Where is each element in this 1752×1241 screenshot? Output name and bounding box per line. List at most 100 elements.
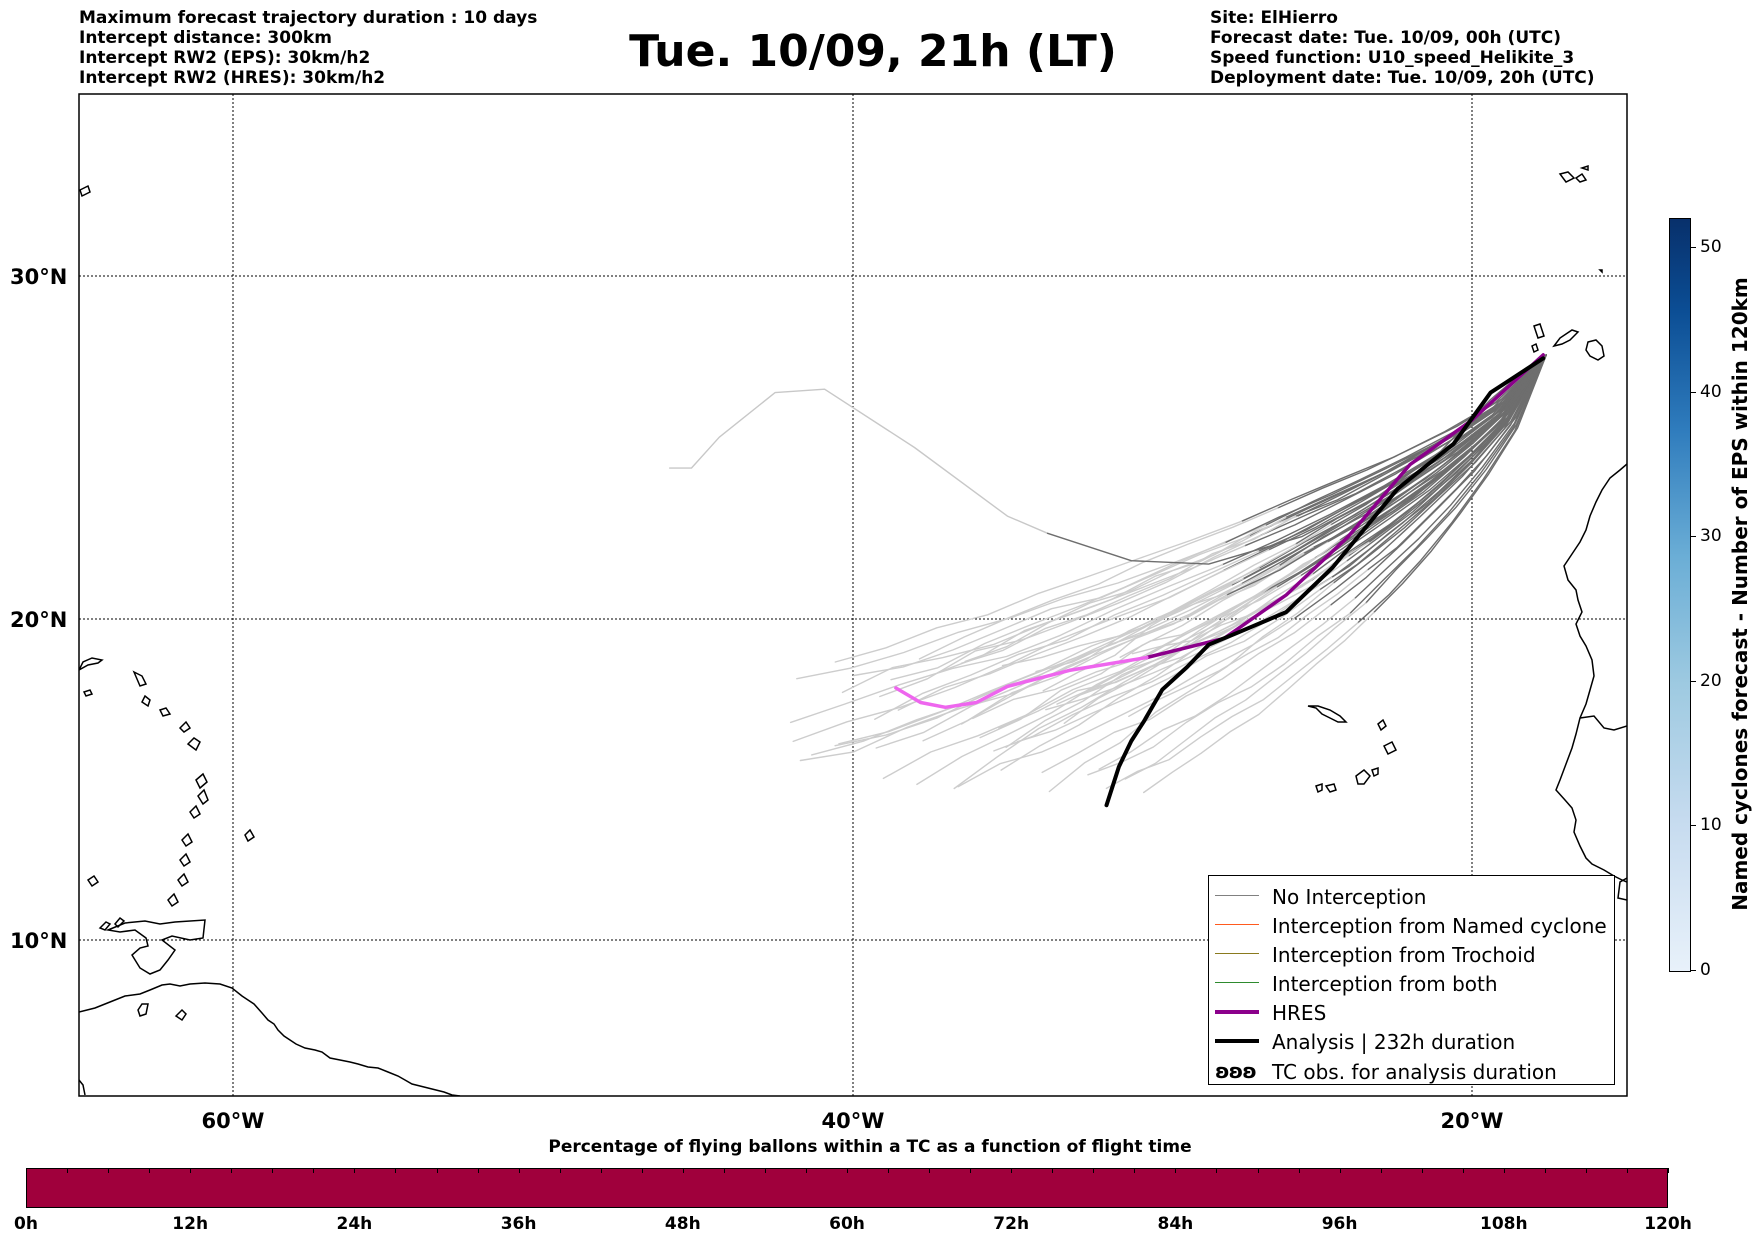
eps-member-track-early [1354, 354, 1547, 600]
flight-time-minor-tick [1134, 1168, 1136, 1173]
colorbar-tick-label: 20 [1700, 670, 1722, 691]
eps-member-track-late [1087, 612, 1351, 776]
eps-loop-track-early [1046, 354, 1544, 565]
colorbar-tick-label: 40 [1700, 381, 1722, 402]
eps-member-track-early [1330, 354, 1547, 526]
flight-time-minor-tick [764, 1168, 766, 1173]
flight-time-minor-tick [231, 1168, 233, 1173]
map-legend: No Interception Interception from Named … [1208, 875, 1615, 1085]
header-left-line: Maximum forecast trajectory duration : 1… [79, 8, 538, 28]
flight-time-minor-tick [190, 1168, 192, 1173]
eps-member-track-late [960, 515, 1297, 664]
eps-member-track-late [838, 578, 1244, 745]
legend-swatch [1215, 1039, 1259, 1043]
eps-member-track-late [1005, 557, 1316, 748]
legend-item-no-interception: No Interception [1209, 882, 1614, 911]
tc-symbol-icon: ʚʚʚ [1215, 1059, 1257, 1083]
flight-time-minor-tick [149, 1168, 151, 1173]
colorbar-tick [1690, 391, 1696, 393]
eps-member-track-late [853, 535, 1251, 677]
flight-time-minor-tick [108, 1168, 110, 1173]
flight-time-minor-tick [1011, 1168, 1013, 1173]
legend-item-both: Interception from both [1209, 969, 1614, 998]
flight-time-minor-tick [477, 1168, 479, 1173]
flight-time-minor-tick [313, 1168, 315, 1173]
flight-time-minor-tick [1503, 1168, 1505, 1173]
flight-time-minor-tick [518, 1168, 520, 1173]
eps-member-track-late [1124, 602, 1367, 780]
page-title-text: Tue. 10/09, 21h (LT) [629, 26, 1117, 77]
flight-time-minor-tick [641, 1168, 643, 1173]
flight-time-minor-tick [847, 1168, 848, 1173]
eps-member-track-late [796, 542, 1226, 680]
eps-member-track-early [1308, 354, 1547, 592]
legend-swatch [1215, 953, 1259, 954]
eps-loop-track-late [669, 388, 1049, 534]
lat-labels: 30°N 20°N 10°N [10, 265, 67, 953]
legend-label: TC obs. for analysis duration [1272, 1060, 1557, 1084]
legend-label: Analysis | 232h duration [1272, 1030, 1516, 1054]
eps-member-track-early [1221, 354, 1547, 566]
eps-member-track-late [1128, 569, 1369, 717]
flight-time-minor-tick [1216, 1168, 1218, 1173]
flight-time-tick-label: 84h [1157, 1214, 1194, 1234]
legend-label: No Interception [1272, 885, 1427, 909]
eps-member-track-late [1098, 597, 1356, 770]
legend-item-named-cyclone: Interception from Named cyclone [1209, 911, 1614, 940]
flight-time-minor-tick [888, 1168, 890, 1173]
page-title: Tue. 10/09, 21h (LT) [0, 24, 1752, 80]
colorbar-tick [1690, 680, 1696, 682]
flight-time-minor-tick [1585, 1168, 1587, 1173]
lat-label-20n: 20°N [10, 608, 67, 632]
flight-time-minor-tick [1380, 1168, 1382, 1173]
flight-time-minor-tick [1462, 1168, 1464, 1173]
colorbar-tick-label: 10 [1700, 815, 1722, 836]
lon-label-40w: 40°W [822, 1109, 885, 1133]
flight-time-minor-tick [723, 1168, 725, 1173]
eps-member-track-late [799, 594, 1228, 762]
flight-time-minor-tick [26, 1168, 27, 1173]
eps-member-track-late [922, 564, 1280, 742]
legend-swatch [1215, 982, 1259, 983]
eps-member-track-early [1244, 354, 1547, 547]
eps-member-track-late [964, 515, 1298, 663]
map-frame [78, 93, 1628, 1097]
colorbar-tick-label: 30 [1700, 526, 1722, 547]
hres-track-late [894, 655, 1149, 710]
header-right-line: Forecast date: Tue. 10/09, 00h (UTC) [1210, 28, 1561, 48]
flight-time-minor-tick [929, 1168, 931, 1173]
header-right-line: Site: ElHierro [1210, 8, 1338, 28]
flight-time-minor-tick [1298, 1168, 1300, 1173]
flight-time-minor-tick [1421, 1168, 1423, 1173]
legend-label: Interception from Named cyclone [1272, 914, 1607, 938]
flight-time-minor-tick [1544, 1168, 1546, 1173]
coastlines [79, 164, 1627, 1096]
flight-time-minor-tick [1339, 1168, 1341, 1173]
eps-member-track-late [916, 586, 1278, 786]
eps-member-track-early [1366, 354, 1547, 571]
eps-member-track-early [1224, 354, 1547, 544]
flight-time-minor-tick [1175, 1168, 1177, 1173]
header-left-line: Intercept distance: 300km [79, 28, 332, 48]
eps-member-track-late [874, 550, 1260, 720]
colorbar-tick [1690, 246, 1696, 248]
flight-time-tick-label: 120h [1644, 1214, 1692, 1234]
flight-time-minor-tick [600, 1168, 602, 1173]
eps-member-track-late [1105, 622, 1359, 790]
eps-member-track-late [979, 552, 1305, 739]
lat-label-10n: 10°N [10, 929, 67, 953]
flight-time-minor-tick [682, 1168, 684, 1173]
eps-member-track-late [957, 617, 1295, 788]
legend-item-trochoid: Interception from Trochoid [1209, 940, 1614, 969]
colorbar-tick-label: 50 [1700, 236, 1722, 257]
header-left-info: Maximum forecast trajectory duration : 1… [79, 8, 537, 88]
flight-time-tick-label: 72h [993, 1214, 1030, 1234]
eps-member-track-late [1016, 589, 1321, 743]
eps-member-track-late [1119, 527, 1365, 658]
eps-member-track-late [1045, 576, 1333, 711]
flight-time-minor-tick [436, 1168, 438, 1173]
eps-member-track-late [1143, 611, 1375, 794]
flight-time-minor-tick [395, 1168, 397, 1173]
eps-member-track-early [1278, 354, 1547, 567]
